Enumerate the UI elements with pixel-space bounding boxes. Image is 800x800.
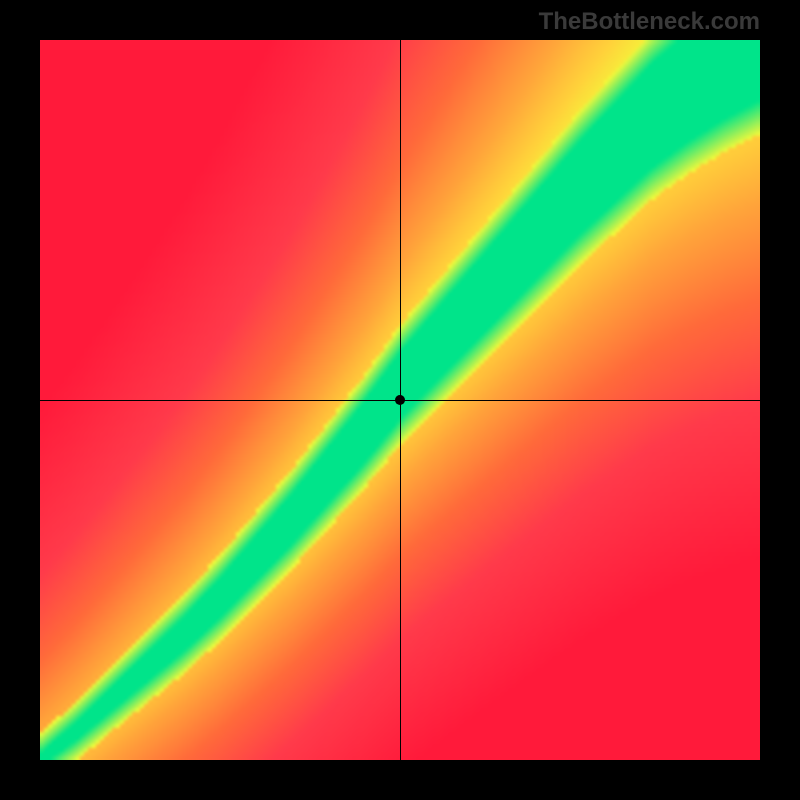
watermark-text: TheBottleneck.com: [539, 8, 760, 36]
heatmap-canvas: [40, 40, 760, 760]
plot-area: [40, 40, 760, 760]
chart-frame: TheBottleneck.com: [0, 0, 800, 800]
